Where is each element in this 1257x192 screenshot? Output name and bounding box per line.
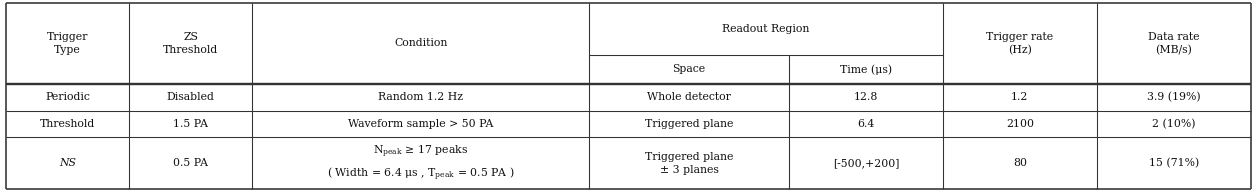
Text: 3.9 (19%): 3.9 (19%) — [1146, 92, 1200, 102]
Text: ( Width = 6.4 μs , T$_{\mathregular{peak}}$ = 0.5 PA ): ( Width = 6.4 μs , T$_{\mathregular{peak… — [327, 166, 514, 183]
Text: Whole detector: Whole detector — [647, 92, 732, 102]
Text: Disabled: Disabled — [167, 92, 215, 102]
Text: Condition: Condition — [393, 38, 447, 48]
Text: Trigger
Type: Trigger Type — [47, 32, 88, 55]
Text: 1.2: 1.2 — [1011, 92, 1028, 102]
Text: [-500,+200]: [-500,+200] — [833, 158, 899, 168]
Text: Random 1.2 Hz: Random 1.2 Hz — [378, 92, 463, 102]
Text: 2100: 2100 — [1006, 119, 1033, 129]
Text: Space: Space — [672, 64, 705, 74]
Text: 12.8: 12.8 — [854, 92, 879, 102]
Text: Waveform sample > 50 PA: Waveform sample > 50 PA — [348, 119, 493, 129]
Text: ZS
Threshold: ZS Threshold — [163, 32, 219, 55]
Text: 80: 80 — [1013, 158, 1027, 168]
Text: 15 (71%): 15 (71%) — [1149, 158, 1199, 168]
Text: Periodic: Periodic — [45, 92, 91, 102]
Text: Readout Region: Readout Region — [723, 24, 810, 34]
Text: Data rate
(MB/s): Data rate (MB/s) — [1148, 31, 1199, 55]
Text: 2 (10%): 2 (10%) — [1151, 119, 1195, 129]
Text: 0.5 PA: 0.5 PA — [173, 158, 207, 168]
Text: Threshold: Threshold — [40, 119, 96, 129]
Text: 6.4: 6.4 — [857, 119, 875, 129]
Text: Trigger rate
(Hz): Trigger rate (Hz) — [987, 31, 1053, 55]
Text: Time (μs): Time (μs) — [840, 64, 892, 74]
Text: N$_{\mathregular{peak}}$ ≥ 17 peaks: N$_{\mathregular{peak}}$ ≥ 17 peaks — [373, 144, 468, 160]
Text: NS: NS — [59, 158, 77, 168]
Text: 1.5 PA: 1.5 PA — [173, 119, 207, 129]
Text: Triggered plane: Triggered plane — [645, 119, 733, 129]
Text: Triggered plane
± 3 planes: Triggered plane ± 3 planes — [645, 152, 733, 175]
